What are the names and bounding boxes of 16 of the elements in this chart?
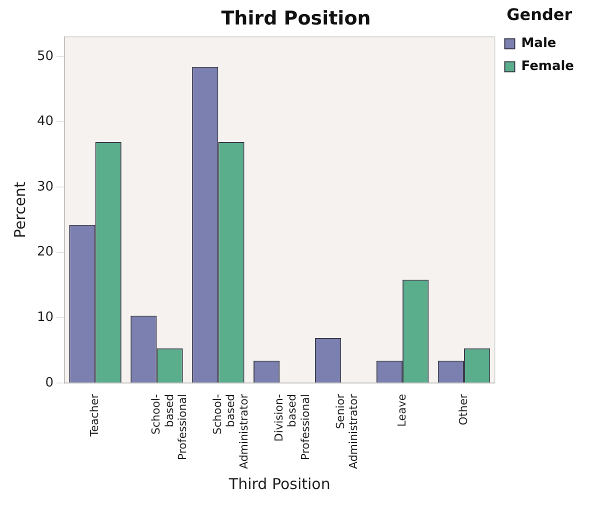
x-tick-label: School-based Professional <box>150 394 189 460</box>
legend-label: Female <box>521 59 574 74</box>
legend-title: Gender <box>506 5 572 24</box>
chart-title: Third Position <box>221 7 371 30</box>
x-tick-label: Teacher <box>88 394 102 438</box>
x-tick-label: Other <box>456 394 470 426</box>
x-tick-label: Leave <box>395 394 408 427</box>
y-tick-label: 30 <box>36 179 54 194</box>
y-tick-label: 20 <box>36 244 54 260</box>
y-tick-label: 40 <box>36 114 54 130</box>
y-axis-title: Percent <box>10 182 29 238</box>
legend-label: Male <box>521 36 556 52</box>
y-tick-label: 10 <box>36 310 54 326</box>
y-tick-label: 0 <box>45 375 54 390</box>
x-axis-title: Third Position <box>228 474 330 493</box>
y-tick-label: 50 <box>36 48 54 64</box>
